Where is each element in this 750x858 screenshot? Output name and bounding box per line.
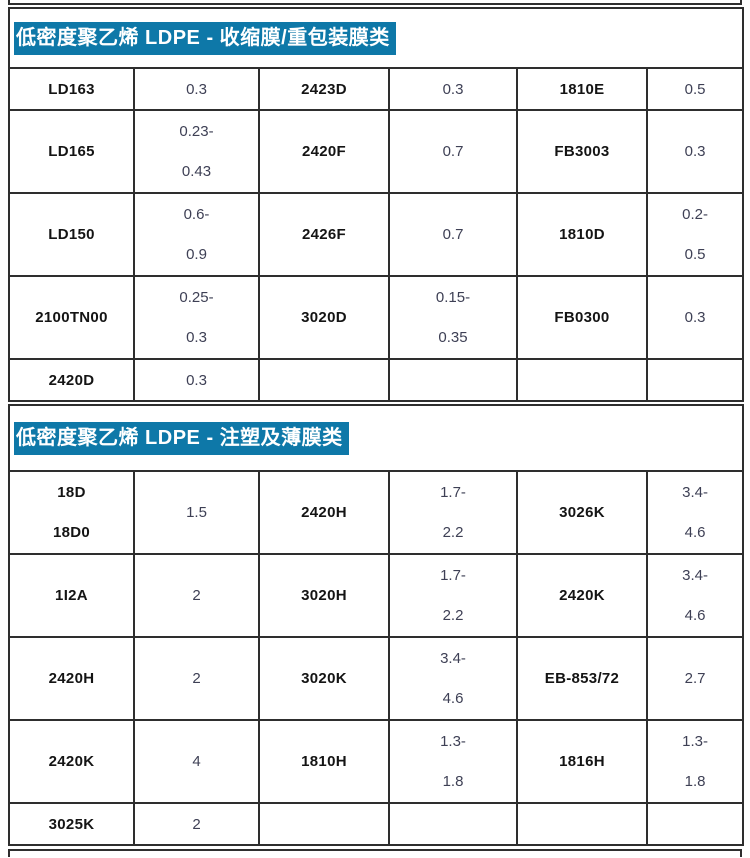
- value-cell: 0.3: [645, 275, 745, 360]
- product-name-cell: LD150: [8, 192, 135, 277]
- table-row: 2420D 0.3: [8, 358, 745, 402]
- section-title-row: 低密度聚乙烯 LDPE - 收缩膜/重包装膜类: [7, 7, 745, 69]
- empty-cell: [516, 358, 648, 402]
- next-section-top-edge: [8, 849, 742, 857]
- table-row: 3025K 2: [8, 802, 745, 846]
- value-cell: 2: [133, 636, 260, 721]
- value-cell: 3.4- 4.6: [388, 636, 518, 721]
- value-cell: 0.7: [388, 192, 518, 277]
- product-name-cell: 2420K: [8, 719, 135, 804]
- value-cell: 0.3: [133, 67, 260, 111]
- product-name-cell: LD165: [8, 109, 135, 194]
- value-cell: 1.3- 1.8: [388, 719, 518, 804]
- product-name-cell: FB0300: [516, 275, 648, 360]
- section-title-highlight: 低密度聚乙烯 LDPE - 收缩膜/重包装膜类: [14, 21, 396, 55]
- value-cell: 1.7- 2.2: [388, 470, 518, 555]
- value-cell: 2: [133, 553, 260, 638]
- product-name-cell: 1810D: [516, 192, 648, 277]
- product-name-cell: 2100TN00: [8, 275, 135, 360]
- value-cell: 3.4- 4.6: [645, 553, 745, 638]
- empty-cell: [645, 358, 745, 402]
- product-name-cell: 3026K: [516, 470, 648, 555]
- product-name-cell: 2423D: [258, 67, 390, 111]
- product-name-cell: 3020H: [258, 553, 390, 638]
- product-name-cell: FB3003: [516, 109, 648, 194]
- value-cell: 0.3: [645, 109, 745, 194]
- product-name-cell: EB-853/72: [516, 636, 648, 721]
- value-cell: 4: [133, 719, 260, 804]
- value-cell: 2.7: [645, 636, 745, 721]
- table-row: 1I2A 2 3020H 1.7- 2.2 2420K 3.4- 4.6: [8, 553, 745, 638]
- product-name-cell: LD163: [8, 67, 135, 111]
- value-cell: 2: [133, 802, 260, 846]
- table-row: 2420K 4 1810H 1.3- 1.8 1816H 1.3- 1.8: [8, 719, 745, 804]
- table-row: LD150 0.6- 0.9 2426F 0.7 1810D 0.2- 0.5: [8, 192, 745, 277]
- product-name-cell: 3025K: [8, 802, 135, 846]
- product-name-cell: 3020K: [258, 636, 390, 721]
- value-cell: 0.7: [388, 109, 518, 194]
- product-name-cell: 1816H: [516, 719, 648, 804]
- product-name-cell: 3020D: [258, 275, 390, 360]
- table-row: 18D 18D0 1.5 2420H 1.7- 2.2 3026K 3.4- 4.6: [8, 470, 745, 555]
- section-title-cell: 低密度聚乙烯 LDPE - 注塑及薄膜类: [7, 404, 745, 472]
- section-title-row: 低密度聚乙烯 LDPE - 注塑及薄膜类: [7, 404, 745, 472]
- value-cell: 1.3- 1.8: [645, 719, 745, 804]
- product-name-cell: 1I2A: [8, 553, 135, 638]
- value-cell: 0.23- 0.43: [133, 109, 260, 194]
- table-row: 2100TN00 0.25- 0.3 3020D 0.15- 0.35 FB0300 0.3: [8, 275, 745, 360]
- empty-cell: [388, 358, 518, 402]
- product-name-cell: 2420H: [8, 636, 135, 721]
- value-cell: 0.15- 0.35: [388, 275, 518, 360]
- table-row: 2420H 2 3020K 3.4- 4.6 EB-853/72 2.7: [8, 636, 745, 721]
- section-title-highlight: 低密度聚乙烯 LDPE - 注塑及薄膜类: [14, 421, 349, 455]
- product-name-cell: 2426F: [258, 192, 390, 277]
- product-name-cell: 2420D: [8, 358, 135, 402]
- value-cell: 1.7- 2.2: [388, 553, 518, 638]
- section-injection-film: 低密度聚乙烯 LDPE - 注塑及薄膜类 18D 18D0 1.5 2420H 1.7-…: [7, 404, 745, 846]
- empty-cell: [258, 802, 390, 846]
- product-table-shrink-film: 低密度聚乙烯 LDPE - 收缩膜/重包装膜类 LD163 0.3 2423D 0.3…: [7, 7, 745, 402]
- section-shrink-film: 低密度聚乙烯 LDPE - 收缩膜/重包装膜类 LD163 0.3 2423D 0.3…: [7, 7, 745, 402]
- section-title-cell: 低密度聚乙烯 LDPE - 收缩膜/重包装膜类: [7, 7, 745, 69]
- product-name-cell: 18D 18D0: [8, 470, 135, 555]
- product-name-cell: 2420H: [258, 470, 390, 555]
- value-cell: 1.5: [133, 470, 260, 555]
- value-cell: 3.4- 4.6: [645, 470, 745, 555]
- empty-cell: [258, 358, 390, 402]
- value-cell: 0.2- 0.5: [645, 192, 745, 277]
- product-name-cell: 2420F: [258, 109, 390, 194]
- previous-table-bottom-edge: [8, 0, 742, 5]
- product-name-cell: 1810E: [516, 67, 648, 111]
- empty-cell: [645, 802, 745, 846]
- product-table-injection-film: 低密度聚乙烯 LDPE - 注塑及薄膜类 18D 18D0 1.5 2420H 1.7-…: [7, 404, 745, 846]
- value-cell: 0.3: [133, 358, 260, 402]
- value-cell: 0.25- 0.3: [133, 275, 260, 360]
- product-name-cell: 1810H: [258, 719, 390, 804]
- value-cell: 0.6- 0.9: [133, 192, 260, 277]
- table-row: LD165 0.23- 0.43 2420F 0.7 FB3003 0.3: [8, 109, 745, 194]
- product-name-cell: 2420K: [516, 553, 648, 638]
- table-row: LD163 0.3 2423D 0.3 1810E 0.5: [8, 67, 745, 111]
- value-cell: 0.5: [645, 67, 745, 111]
- empty-cell: [388, 802, 518, 846]
- empty-cell: [516, 802, 648, 846]
- value-cell: 0.3: [388, 67, 518, 111]
